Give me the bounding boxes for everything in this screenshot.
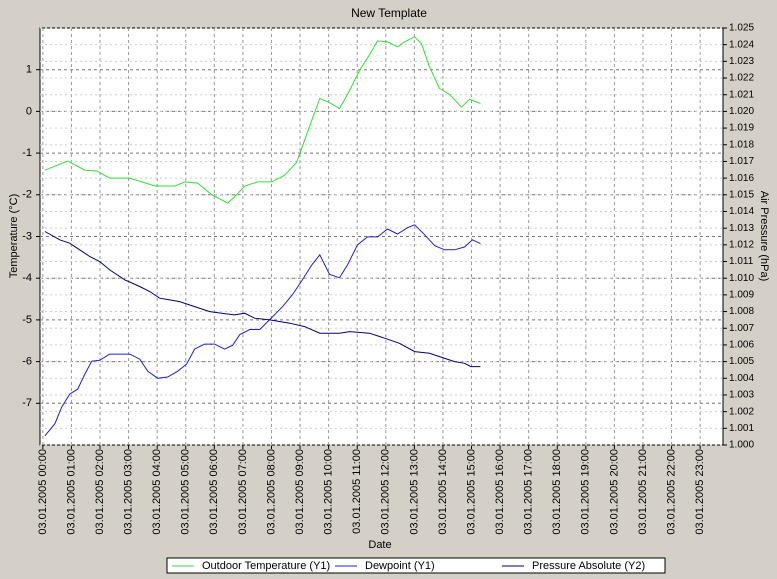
y2-tick-label: 1.022 xyxy=(729,73,754,84)
y-tick-label: -7 xyxy=(22,397,32,409)
y-tick-label: -2 xyxy=(22,189,32,201)
x-tick-label: 03.01.2005 08:00 xyxy=(265,449,277,535)
y2-tick-label: 1.021 xyxy=(729,89,754,100)
x-tick-label: 03.01.2005 12:00 xyxy=(380,449,392,535)
y2-tick-label: 1.005 xyxy=(729,356,754,367)
x-tick-label: 03.01.2005 18:00 xyxy=(551,449,563,535)
y-tick-label: 0 xyxy=(26,105,32,117)
line xyxy=(44,231,481,368)
x-tick-label: 03.01.2005 15:00 xyxy=(465,449,477,535)
y2-tick-label: 1.010 xyxy=(729,273,754,284)
x-tick-label: 03.01.2005 03:00 xyxy=(122,449,134,535)
legend-label: Dewpoint (Y1) xyxy=(365,560,435,572)
y2-tick-label: 1.001 xyxy=(729,423,754,434)
y2-tick-label: 1.013 xyxy=(729,223,754,234)
x-tick-label: 03.01.2005 17:00 xyxy=(523,449,535,535)
y-tick-label: -6 xyxy=(22,356,32,368)
y2-tick-label: 1.014 xyxy=(729,206,754,217)
chart-title: New Template xyxy=(351,6,427,20)
x-tick-label: 03.01.2005 20:00 xyxy=(608,449,620,535)
y2-tick-label: 1.025 xyxy=(729,23,754,34)
y2-tick-label: 1.011 xyxy=(729,256,754,267)
line xyxy=(44,224,481,437)
x-tick-label: 03.01.2005 14:00 xyxy=(437,449,449,535)
x-tick-label: 03.01.2005 00:00 xyxy=(37,449,49,535)
y2-tick-label: 1.019 xyxy=(729,123,754,134)
legend xyxy=(166,557,666,574)
y-tick-label: -1 xyxy=(22,147,32,159)
y-tick-label: 1 xyxy=(26,64,32,76)
y2-tick-label: 1.015 xyxy=(729,189,754,200)
y2-tick-label: 1.016 xyxy=(729,173,754,184)
y2-tick-label: 1.012 xyxy=(729,239,754,250)
y-axis-label: Temperature (°C) xyxy=(8,194,20,278)
x-tick-label: 03.01.2005 09:00 xyxy=(294,449,306,535)
y2-tick-label: 1.017 xyxy=(729,156,754,167)
x-tick-label: 03.01.2005 13:00 xyxy=(408,449,420,535)
y2-tick-label: 1.003 xyxy=(729,390,754,401)
line xyxy=(44,36,481,204)
x-tick-label: 03.01.2005 16:00 xyxy=(494,449,506,535)
x-tick-label: 03.01.2005 10:00 xyxy=(323,449,335,535)
y-tick-label: -3 xyxy=(22,230,32,242)
x-tick-label: 03.01.2005 05:00 xyxy=(180,449,192,535)
y-tick-label: -5 xyxy=(22,314,32,326)
legend-label: Outdoor Temperature (Y1) xyxy=(202,560,330,572)
y2-tick-label: 1.004 xyxy=(729,373,754,384)
x-tick-label: 03.01.2005 02:00 xyxy=(94,449,106,535)
y2-tick-label: 1.018 xyxy=(729,139,754,150)
y2-tick-label: 1.023 xyxy=(729,56,754,67)
x-tick-label: 03.01.2005 11:00 xyxy=(351,449,363,534)
x-tick-label: 03.01.2005 06:00 xyxy=(208,449,220,535)
x-tick-label: 03.01.2005 19:00 xyxy=(580,449,592,535)
legend-label: Pressure Absolute (Y2) xyxy=(532,560,645,572)
y2-axis-label: Air Pressure (hPa) xyxy=(758,191,770,281)
x-tick-label: 03.01.2005 07:00 xyxy=(237,449,249,535)
y2-tick-label: 1.024 xyxy=(729,39,754,50)
x-tick-label: 03.01.2005 04:00 xyxy=(151,449,163,535)
y2-tick-label: 1.008 xyxy=(729,306,754,317)
y2-tick-label: 1.007 xyxy=(729,323,754,334)
y2-tick-label: 1.002 xyxy=(729,406,754,417)
x-tick-label: 03.01.2005 23:00 xyxy=(694,449,706,535)
y2-tick-label: 1.000 xyxy=(729,440,754,451)
x-axis-label: Date xyxy=(368,539,391,551)
y2-tick-label: 1.009 xyxy=(729,290,754,301)
y2-tick-label: 1.006 xyxy=(729,340,754,351)
y2-tick-label: 1.020 xyxy=(729,106,754,117)
x-tick-label: 03.01.2005 01:00 xyxy=(65,449,77,535)
y-tick-label: -4 xyxy=(22,272,32,284)
x-tick-label: 03.01.2005 21:00 xyxy=(637,449,649,535)
x-tick-label: 03.01.2005 22:00 xyxy=(665,449,677,535)
